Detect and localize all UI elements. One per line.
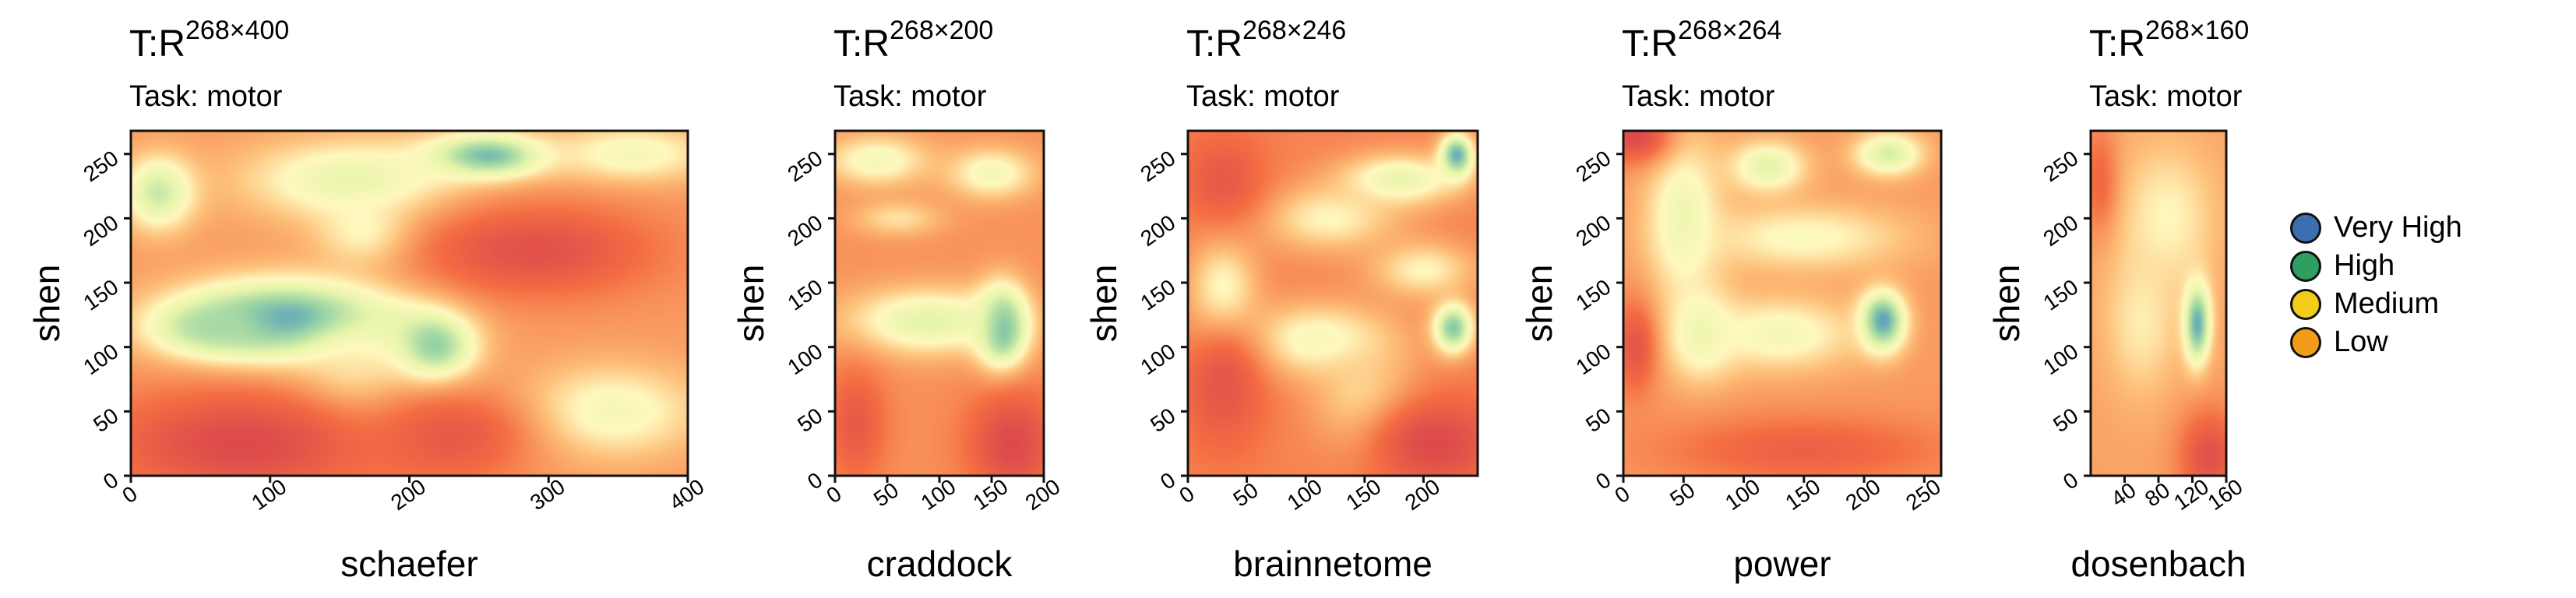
x-tick-label: 150 [1341,474,1385,515]
x-tick-label: 50 [869,478,903,512]
x-tick-label: 150 [969,474,1013,515]
y-axis-label: shen [26,265,67,343]
panel-subtitle: Task: motor [129,80,283,113]
panel-title: T:R268×264 [1622,16,1781,65]
y-tick-label: 250 [1136,146,1179,186]
x-axis-label: schaefer [340,543,477,584]
y-tick-label: 100 [79,339,122,379]
y-tick-label: 200 [2039,210,2082,251]
x-tick-label: 50 [1665,478,1699,512]
chart-panel-schaefer: 0 100 200 300 400050100150200250schaefershen… [26,16,709,584]
y-tick-label: 100 [1571,339,1615,379]
panel-subtitle: Task: motor [1622,80,1775,113]
panel-subtitle: Task: motor [1186,80,1340,113]
y-tick-label: 150 [783,275,826,315]
legend-swatch [2290,250,2321,282]
chart-panel-brainnetome: 0 50 100 150 200050100150200250brainnetomesh… [1084,16,1479,584]
x-tick-label: 0 [1610,481,1634,508]
legend-label: High [2334,249,2395,282]
x-tick-label: 160 [2204,474,2247,515]
chart-panel-dosenbach: 40 80120160050100150200250dosenbachshenT:… [1986,16,2249,584]
chart-panel-craddock: 0 50 100 150 200050100150200250craddockshenT… [731,16,1065,584]
legend-item-medium: Medium [2290,285,2547,323]
y-tick-label: 150 [79,275,122,315]
x-tick-label: 0 [118,481,142,508]
y-tick-label: 250 [79,146,122,186]
plot-frame [1186,129,1479,477]
y-tick-label: 100 [2039,339,2082,379]
y-tick-label: 100 [1136,339,1179,379]
legend-item-high: High [2290,247,2547,285]
x-tick-label: 40 [2106,478,2140,512]
x-tick-label: 0 [822,481,846,508]
x-tick-label: 250 [1901,474,1945,515]
y-tick-label: 150 [2039,275,2082,315]
heatmap-field [1623,131,1941,476]
y-tick-label: 250 [2039,146,2082,186]
x-axis-label: craddock [867,543,1013,584]
legend-swatch [2290,326,2321,358]
legend-item-low: Low [2290,323,2547,361]
x-tick-label: 50 [1229,478,1263,512]
x-tick-label: 400 [665,474,709,515]
y-tick-label: 50 [89,403,122,437]
y-tick-label: 250 [783,146,826,186]
panel-subtitle: Task: motor [2089,80,2243,113]
legend-label: Very High [2334,211,2462,244]
y-axis-label: shen [1519,265,1559,343]
x-axis-label: brainnetome [1233,543,1432,584]
chart-panel-power: 0 50 100 150 200 250050100150200250powershenT… [1519,16,1945,584]
y-axis-label: shen [1986,265,2027,343]
panel-title: T:R268×200 [833,16,993,65]
y-tick-label: 150 [1571,275,1615,315]
heatmap-field [1188,131,1478,476]
x-tick-label: 300 [526,474,569,515]
y-tick-label: 250 [1571,146,1615,186]
y-tick-label: 50 [793,403,826,437]
x-tick-label: 100 [1721,474,1764,515]
y-tick-label: 200 [783,210,826,251]
panel-title: T:R268×246 [1186,16,1346,65]
y-tick-label: 50 [1146,403,1179,437]
x-tick-label: 0 [1175,481,1199,508]
y-tick-label: 50 [1581,403,1615,437]
x-tick-label: 200 [1021,474,1065,515]
y-tick-label: 200 [1136,210,1179,251]
x-tick-label: 100 [1283,474,1327,515]
y-axis-label: shen [1084,265,1124,343]
x-tick-label: 200 [1401,474,1444,515]
x-tick-label: 100 [247,474,291,515]
legend-label: Medium [2334,287,2440,320]
y-tick-label: 100 [783,339,826,379]
y-tick-label: 200 [79,210,122,251]
heatmap-field [2091,131,2226,476]
legend-swatch [2290,288,2321,320]
y-axis-label: shen [731,265,771,343]
x-tick-label: 200 [386,474,430,515]
legend-item-very-high: Very High [2290,209,2547,247]
legend-swatch [2290,212,2321,244]
heatmap-field [835,131,1044,476]
panel-title: T:R268×400 [129,16,289,65]
x-axis-label: power [1733,543,1831,584]
y-tick-label: 50 [2049,403,2082,437]
y-tick-label: 200 [1571,210,1615,251]
plot-frame [1622,129,1943,477]
y-tick-label: 150 [1136,275,1179,315]
legend-label: Low [2334,325,2388,358]
x-tick-label: 150 [1781,474,1824,515]
heatmap-field [131,131,688,476]
x-tick-label: 200 [1841,474,1885,515]
panel-subtitle: Task: motor [833,80,987,113]
legend: Very High High Medium Low [2290,209,2547,361]
x-axis-label: dosenbach [2070,543,2246,584]
panel-title: T:R268×160 [2089,16,2249,65]
x-tick-label: 100 [917,474,960,515]
y-tick-label: 0 [2059,468,2083,494]
